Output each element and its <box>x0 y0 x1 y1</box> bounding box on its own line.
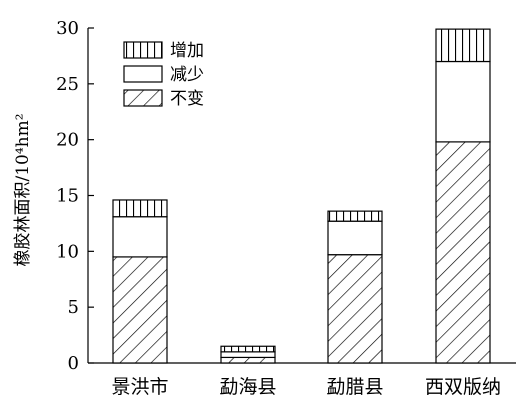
legend-swatch <box>123 65 163 83</box>
bar-segment <box>112 256 168 364</box>
legend-label: 不变 <box>170 89 204 109</box>
x-labels: 景洪市 勐海县 勐腊县 西双版纳 <box>111 376 501 398</box>
x-tick-label: 勐腊县 <box>326 376 383 398</box>
bar-stack <box>435 28 491 364</box>
y-tick-label: 0 <box>68 353 79 374</box>
bar-stack <box>327 210 383 364</box>
bar-segment <box>327 220 383 256</box>
bar-segment <box>112 199 168 218</box>
x-tick-label: 勐海县 <box>219 376 276 398</box>
legend-label: 减少 <box>170 65 204 85</box>
bar-segment <box>435 60 491 143</box>
bar-segment <box>327 254 383 364</box>
y-tick-label: 30 <box>56 18 79 39</box>
x-tick-label: 景洪市 <box>111 376 168 398</box>
y-tick-label: 15 <box>56 186 79 207</box>
x-tick-label: 西双版纳 <box>425 376 501 398</box>
bars <box>112 28 491 364</box>
y-tick-label: 20 <box>56 130 79 151</box>
y-tick-label: 10 <box>56 241 79 262</box>
legend-label: 增加 <box>170 41 204 61</box>
bar-segment <box>220 356 276 364</box>
plot-area: 0 5 10 15 20 25 30 景洪市 勐海县 勐腊县 西双版纳 <box>56 18 516 398</box>
y-ticks: 0 5 10 15 20 25 30 <box>56 18 94 374</box>
bar-segment <box>112 216 168 258</box>
legend-swatch <box>123 89 163 107</box>
y-axis-label: 橡胶林面积/10⁴hm² <box>13 113 33 266</box>
bar-segment <box>220 351 276 359</box>
y-tick-label: 5 <box>68 297 79 318</box>
bar-stack <box>112 199 168 364</box>
bar-segment <box>435 28 491 63</box>
bar-segment <box>435 141 491 364</box>
bar-stack <box>220 345 276 364</box>
legend-swatch <box>123 41 163 59</box>
y-tick-label: 25 <box>56 74 79 95</box>
bar-segment <box>327 210 383 222</box>
bar-segment <box>220 345 276 353</box>
